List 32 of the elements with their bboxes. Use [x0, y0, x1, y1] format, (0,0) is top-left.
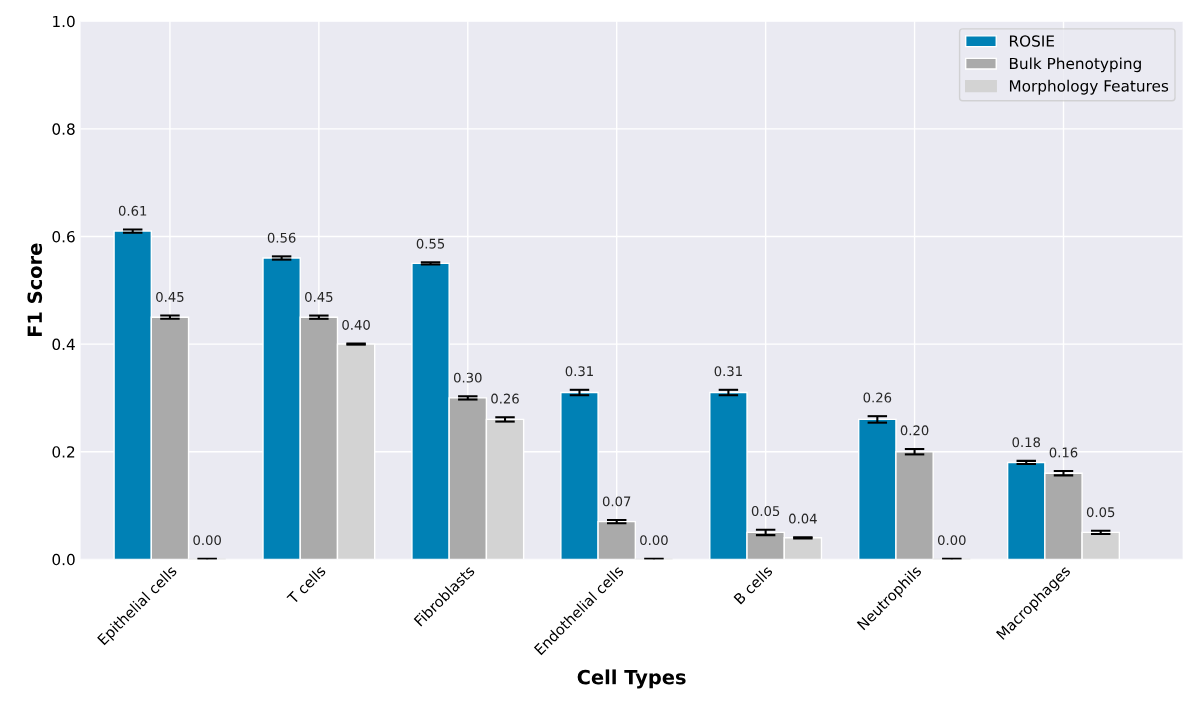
data-label: 0.45: [305, 291, 333, 302]
data-label: 0.00: [640, 535, 668, 546]
data-label: 0.40: [342, 319, 370, 330]
data-label: 0.26: [491, 393, 519, 404]
data-label: 0.04: [789, 513, 817, 524]
data-label: 0.16: [1049, 447, 1078, 458]
data-label: 0.55: [416, 238, 445, 249]
data-label: 0.05: [1086, 507, 1115, 518]
data-label: 0.45: [156, 291, 184, 302]
data-label: 0.26: [863, 392, 892, 403]
x-axis-title: Cell Types: [577, 669, 686, 689]
y-axis-title: F1 Score: [27, 243, 43, 337]
data-label: 0.18: [1012, 437, 1041, 448]
y-tick-label: 0.8: [52, 123, 75, 135]
data-label: 0.00: [937, 535, 966, 546]
data-label: 0.30: [453, 372, 482, 383]
data-label: 0.07: [602, 496, 631, 507]
data-label: 0.56: [267, 232, 296, 243]
data-label: 0.20: [900, 425, 929, 436]
data-label: 0.61: [118, 205, 147, 216]
y-tick-label: 0.4: [52, 338, 75, 351]
legend-label: Bulk Phenotyping: [1009, 57, 1141, 73]
data-label: 0.05: [751, 506, 780, 517]
legend-label: ROSIE: [1009, 35, 1054, 47]
legend-label: Morphology Features: [1009, 79, 1169, 95]
y-tick-label: 0.6: [52, 230, 75, 243]
y-tick-label: 1.0: [53, 15, 75, 28]
data-label: 0.31: [565, 366, 593, 377]
data-label: 0.00: [193, 535, 221, 546]
y-tick-label: 0.0: [52, 553, 75, 566]
y-tick-label: 0.2: [52, 446, 75, 458]
data-label: 0.31: [714, 366, 742, 377]
